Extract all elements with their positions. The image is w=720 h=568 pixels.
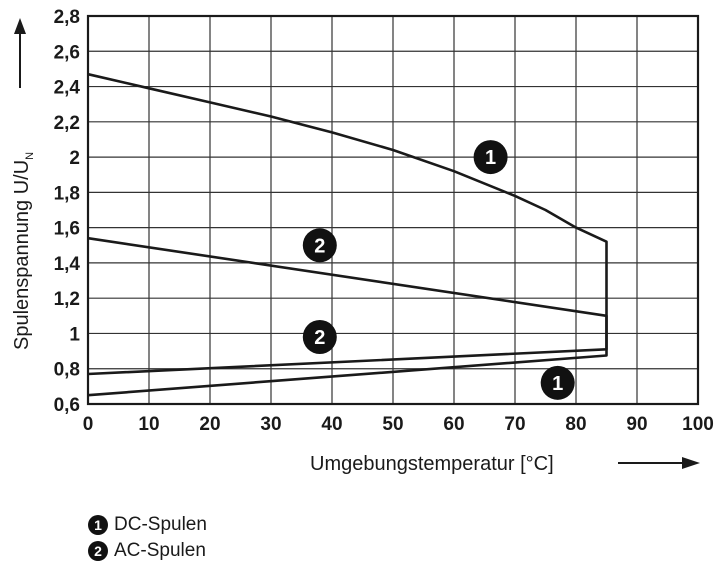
x-axis-label-group: Umgebungstemperatur [°C]	[310, 453, 700, 475]
y-tick-label: 2,4	[54, 78, 81, 99]
y-axis-arrow-head	[14, 18, 26, 34]
x-tick-label: 90	[626, 414, 647, 435]
tick-labels: 0 10 20 30 40 50 60 70 80 90 100 0,6 0,8 1 1,2 1,4 1,6 1,…	[54, 7, 714, 435]
y-tick-label: 2	[69, 148, 80, 169]
series-badge-text: 2	[314, 235, 325, 257]
x-axis-arrow-head	[682, 457, 700, 469]
legend-marker-1-icon: 1	[88, 515, 108, 535]
y-axis-label-sub: N	[24, 152, 36, 160]
y-tick-label: 1,6	[54, 219, 80, 240]
x-tick-label: 50	[382, 414, 403, 435]
series-badges: 1 1 2 2	[302, 140, 575, 400]
y-tick-label: 2,2	[54, 113, 80, 134]
series-line-1	[87, 72, 608, 397]
y-tick-label: 0,6	[54, 395, 80, 416]
series-line-2	[87, 236, 608, 376]
x-tick-label: 40	[321, 414, 342, 435]
series-badge-circle	[302, 319, 337, 354]
legend-marker-2-icon: 2	[88, 541, 108, 561]
x-tick-label: 70	[504, 414, 525, 435]
y-tick-label: 2,8	[54, 7, 80, 28]
x-tick-label: 30	[260, 414, 281, 435]
x-tick-label: 80	[565, 414, 586, 435]
y-axis-label-main: Spulenspannung U/U	[11, 160, 33, 350]
y-axis-label: Spulenspannung U/UN	[11, 152, 36, 350]
series-badge-text: 2	[314, 327, 325, 349]
series-badge-text: 1	[552, 373, 563, 395]
legend-text-dc: DC-Spulen	[114, 514, 207, 535]
x-tick-label: 10	[138, 414, 159, 435]
series-badge-circle	[302, 228, 337, 263]
legend-item-ac: 2 AC-Spulen	[88, 538, 207, 564]
legend-text-ac: AC-Spulen	[114, 540, 206, 561]
series-layer	[87, 72, 608, 397]
chart-frame	[86, 14, 700, 406]
legend: 1 DC-Spulen 2 AC-Spulen	[88, 512, 207, 564]
y-tick-label: 1,4	[54, 254, 81, 275]
y-tick-label: 1,2	[54, 289, 80, 310]
series-badge-circle	[540, 365, 575, 400]
y-axis-label-group: Spulenspannung U/UN	[11, 18, 36, 350]
y-tick-label: 0,8	[54, 360, 80, 381]
series-badge-text: 1	[485, 147, 496, 169]
y-tick-label: 1,8	[54, 183, 80, 204]
y-tick-label: 1	[69, 324, 80, 345]
x-tick-label: 60	[443, 414, 464, 435]
plot-frame	[86, 14, 700, 406]
x-tick-label: 100	[682, 414, 714, 435]
x-axis-label: Umgebungstemperatur [°C]	[310, 453, 554, 475]
x-tick-label: 0	[83, 414, 94, 435]
series-badge-1: 1	[540, 365, 575, 400]
series-badge-2: 2	[302, 228, 337, 263]
y-tick-label: 2,6	[54, 42, 80, 63]
legend-item-dc: 1 DC-Spulen	[88, 512, 207, 538]
series-badge-circle	[473, 140, 508, 175]
series-badge-2: 2	[302, 319, 337, 354]
x-tick-label: 20	[199, 414, 220, 435]
series-badge-1: 1	[473, 140, 508, 175]
